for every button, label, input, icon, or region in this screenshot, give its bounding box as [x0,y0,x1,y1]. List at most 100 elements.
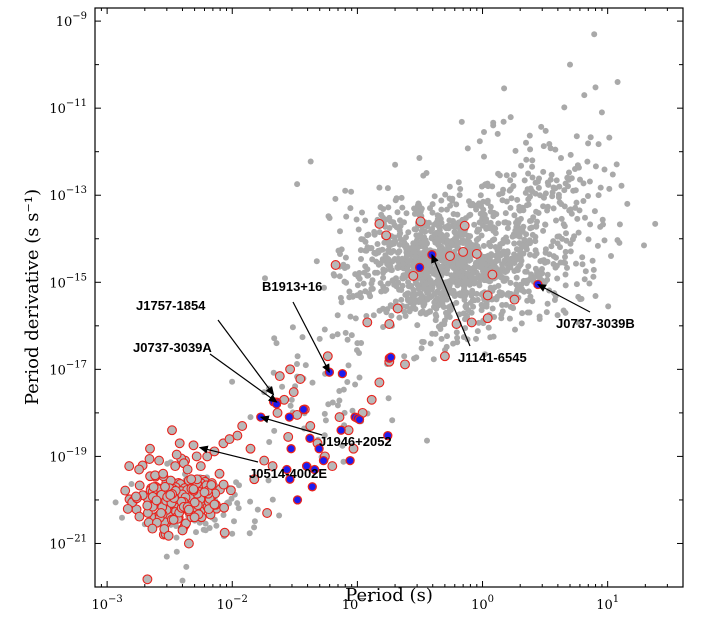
binary-pulsar-point [334,412,345,423]
pulsar-point [495,248,502,255]
pulsar-point [565,183,571,190]
pulsar-point [566,207,573,214]
binary-pulsar-point [232,430,243,441]
pulsar-point [495,170,502,177]
pulsar-point [555,191,562,198]
double-neutron-star-point [318,455,329,466]
pulsar-point [641,242,647,249]
binary-pulsar-point [384,319,395,329]
pulsar-point [575,229,582,236]
pulsar-point [455,270,462,277]
pulsar-point [334,402,341,409]
binary-pulsar-point [362,317,373,328]
pulsar-point [652,220,659,227]
pulsar-point [525,263,532,270]
pulsar-point [542,221,549,228]
pulsar-point [453,201,460,208]
pulsar-point [429,209,436,216]
annotation-arrow [431,253,471,347]
binary-pulsar-point [482,290,493,301]
pulsar-point [495,220,502,227]
pulsar-point [423,170,430,176]
binary-pulsar-point [154,455,165,466]
pulsar-point [364,232,371,239]
pulsar-point [405,290,412,297]
pulsar-point [574,215,581,222]
double-neutron-star-point [286,444,296,454]
binary-pulsar-point [147,523,158,534]
pulsar-point [325,401,332,408]
pulsar-point [523,243,530,250]
pulsar-point [599,216,606,223]
binary-pulsar-point [124,461,135,472]
pulsar-point [523,156,530,163]
pulsar-point [302,362,309,369]
pulsar-point [395,249,401,256]
pulsar-point [294,181,301,188]
pulsar-point [391,281,398,288]
pulsar-point [562,248,569,255]
pulsar-point [439,268,446,275]
pulsar-point [220,512,227,518]
pulsar-point [485,252,492,259]
pulsar-point [385,280,392,287]
double-neutron-star-point [314,444,324,454]
pulsar-point [362,238,369,245]
binary-pulsar-point [189,497,200,508]
pulsar-point [589,257,596,264]
pulsar-point [410,261,417,268]
pulsar-point [338,299,345,306]
pulsar-point [399,204,406,211]
pulsar-point [387,240,394,247]
annotation-label: J0737-3039B [556,316,635,331]
pulsar-point [425,219,432,226]
binary-pulsar-point [322,351,333,362]
pulsar-point [321,284,327,291]
binary-pulsar-point [148,482,159,493]
pulsar-point [510,255,517,262]
pulsar-point [442,191,449,198]
pulsar-point [503,234,509,241]
pulsar-point [508,195,515,202]
pulsar-point [516,233,523,240]
pulsar-point [399,261,406,268]
binary-pulsar-point [327,461,338,472]
pulsar-point [477,274,484,281]
pulsar-point [246,530,253,537]
pulsar-point [397,236,404,243]
pulsar-point [550,205,557,212]
pulsar-point [309,379,316,386]
pulsar-point [384,185,391,192]
binary-pulsar-point [145,443,155,454]
pulsar-point [421,301,428,307]
pulsar-point [376,307,383,314]
pulsar-point [413,354,420,361]
pulsar-point [461,296,468,303]
binary-pulsar-point [445,251,455,262]
pulsar-point [548,171,555,178]
pulsar-point [356,374,363,381]
pulsar-point [538,123,545,130]
binary-pulsar-point [183,538,194,549]
binary-pulsar-point [142,500,153,511]
pulsar-point [173,534,180,541]
x-axis-label: Period (s) [345,585,433,606]
double-neutron-star-point [271,399,282,409]
pulsar-point [482,181,489,188]
pulsar-point [463,304,470,311]
pulsar-point [436,284,443,291]
pulsar-point [532,238,539,245]
pulsar-point [492,295,498,302]
pulsar-point [437,326,444,332]
pulsar-point [183,563,190,570]
pulsar-point [461,229,468,236]
pulsar-point [412,253,418,260]
pulsar-point [427,205,433,212]
pulsar-point [405,279,412,286]
plot-frame [94,7,684,588]
pulsar-point [392,298,399,305]
pulsar-point [340,386,347,393]
binary-pulsar-point [151,495,162,506]
pulsar-point [579,254,586,261]
pulsar-point [563,230,569,237]
